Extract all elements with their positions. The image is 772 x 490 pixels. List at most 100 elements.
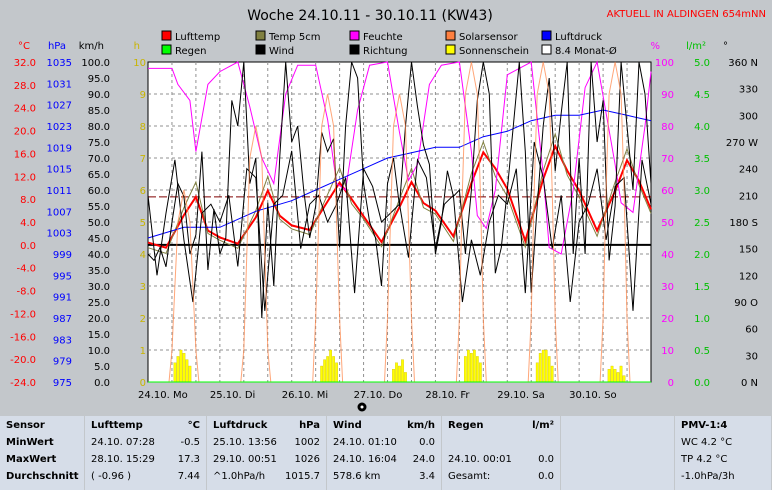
- stats-cell-label: ( -0.96 ): [91, 471, 132, 482]
- humidity-axis-tick: 40: [661, 250, 674, 261]
- temp-axis-tick: 32.0: [14, 58, 36, 69]
- stats-cell: WC 4.2 °C: [681, 437, 733, 448]
- rain-axis-tick: 1.5: [694, 282, 710, 293]
- pressure-axis-tick: 979: [53, 357, 72, 368]
- stats-column: Wind km/h 24.10. 01:10 0.0 24.10. 16:04 24.0 5…: [327, 416, 442, 490]
- stats-cell-label: ^1.0hPa/h: [213, 471, 266, 482]
- humidity-axis-tick: 70: [661, 154, 674, 165]
- sunshine-bar: [607, 369, 611, 383]
- humidity-unit: %: [650, 41, 660, 52]
- reference-lines: [148, 196, 651, 246]
- sun-axis-tick: 9: [140, 90, 146, 101]
- direction-axis-tick: 360 N: [728, 58, 758, 69]
- sunshine-bar: [176, 356, 180, 383]
- sunshine-bar: [401, 359, 404, 383]
- wind-axis-tick: 5.0: [94, 362, 110, 373]
- stats-column-title: Wind: [333, 420, 362, 431]
- stats-cell-label: 28.10. 15:29: [91, 454, 155, 465]
- stats-cell-label: 578.6 km: [333, 471, 381, 482]
- legend-swatch: [541, 30, 552, 41]
- now-marker-inner: [360, 405, 364, 409]
- sunshine-bar: [398, 365, 401, 383]
- series-feuchte: [148, 60, 652, 255]
- stats-column-title: Regen: [448, 420, 484, 431]
- sunshine-bar: [182, 353, 186, 383]
- rain-axis-tick: 1.0: [694, 314, 710, 325]
- stats-cell-value: 0.0: [538, 471, 554, 482]
- temp-axis-tick: 12.0: [14, 172, 36, 183]
- direction-axis-tick: 180 S: [729, 218, 758, 229]
- legend-swatch: [255, 44, 266, 55]
- legend-label: Richtung: [363, 46, 408, 57]
- humidity-axis-tick: 50: [661, 218, 674, 229]
- legend-label: Temp 5cm: [268, 32, 320, 43]
- legend-swatch: [445, 30, 456, 41]
- wind-axis-tick: 15.0: [88, 330, 110, 341]
- legend-swatch: [349, 44, 360, 55]
- sunshine-bar: [473, 349, 476, 383]
- stats-column-unit: km/h: [407, 420, 435, 431]
- sun-axis-tick: 4: [140, 250, 146, 261]
- stats-cell-label: 29.10. 00:51: [213, 454, 277, 465]
- pressure-axis-tick: 983: [53, 335, 72, 346]
- day-label: 25.10. Di: [210, 390, 255, 401]
- stats-cell-value: 1002: [294, 437, 320, 448]
- wind-axis-tick: 65.0: [88, 170, 110, 181]
- series-lines: [147, 60, 652, 383]
- wind-axis-tick: 80.0: [88, 122, 110, 133]
- rain-axis-tick: 2.0: [694, 250, 710, 261]
- stats-cell-label: Gesamt:: [448, 471, 491, 482]
- chart-title: Woche 24.10.11 - 30.10.11 (KW43): [247, 8, 493, 24]
- stats-cell: -1.0hPa/3h: [681, 471, 735, 482]
- wind-axis-tick: 95.0: [88, 74, 110, 85]
- wind-axis-tick: 0.0: [94, 378, 110, 389]
- humidity-axis-tick: 30: [661, 282, 674, 293]
- series-solarsensor: [148, 61, 651, 383]
- stats-column: Luftdruck hPa 25.10. 13:56 1002 29.10. 00:51…: [207, 416, 327, 490]
- wind-axis-tick: 75.0: [88, 138, 110, 149]
- sunshine-bar: [179, 349, 183, 383]
- stats-cell-value: 3.4: [419, 471, 435, 482]
- legend: Lufttemp Temp 5cm Feuchte Solarsensor Luftdr…: [161, 30, 617, 57]
- humidity-axis-tick: 100: [655, 58, 674, 69]
- station-note: AKTUELL IN ALDINGEN 654mNN: [607, 9, 766, 20]
- sunshine-bar: [332, 356, 335, 383]
- stats-cell-value: 1015.7: [285, 471, 320, 482]
- wind-axis-tick: 10.0: [88, 346, 110, 357]
- sunshine-bar: [475, 356, 479, 383]
- wind-axis-tick: 20.0: [88, 314, 110, 325]
- wind-axis-tick: 40.0: [88, 250, 110, 261]
- axes: 32.028.024.020.016.012.08.04.00.0-4.0-8.…: [10, 58, 758, 389]
- direction-axis-tick: 210: [739, 191, 758, 202]
- day-label: 29.10. Sa: [497, 390, 544, 401]
- rain-axis-tick: 4.5: [694, 90, 710, 101]
- sunshine-bar: [185, 359, 189, 383]
- temp-axis-tick: 4.0: [20, 218, 36, 229]
- sun-axis-tick: 2: [140, 314, 146, 325]
- stats-cell-label: 24.10. 00:01: [448, 454, 512, 465]
- series-temp-5cm: [147, 132, 652, 255]
- rain-axis-tick: 3.0: [694, 186, 710, 197]
- direction-unit: °: [723, 41, 728, 52]
- rain-axis-tick: 4.0: [694, 122, 710, 133]
- sunshine-bar: [404, 372, 407, 383]
- pressure-axis-tick: 1031: [47, 79, 72, 90]
- humidity-axis-tick: 20: [661, 314, 674, 325]
- sunshine-bar: [550, 365, 554, 383]
- stats-cell-value: 0.0: [538, 454, 554, 465]
- day-label: 27.10. Do: [354, 390, 403, 401]
- sunshine-bar: [395, 362, 398, 383]
- sun-axis-tick: 3: [140, 282, 146, 293]
- pressure-axis-tick: 1035: [47, 58, 72, 69]
- pressure-axis-tick: 999: [53, 250, 72, 261]
- humidity-axis-tick: 10: [661, 346, 674, 357]
- stats-cell-value: 17.3: [177, 454, 200, 465]
- sunshine-bar: [188, 365, 192, 383]
- sunshine-bar: [329, 349, 332, 383]
- rain-axis-tick: 0.5: [694, 346, 710, 357]
- stats-cell-value: 7.44: [177, 471, 200, 482]
- sunshine-bar: [464, 356, 467, 383]
- stats-column-title: Lufttemp: [91, 420, 143, 431]
- pressure-unit: hPa: [48, 41, 66, 52]
- wind-axis-tick: 25.0: [88, 298, 110, 309]
